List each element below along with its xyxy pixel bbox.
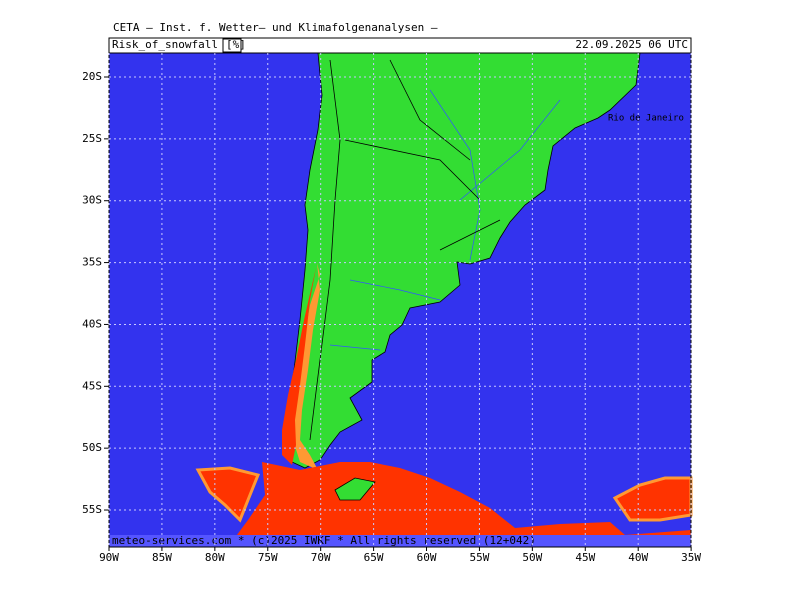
lat-tick-label: 55S (82, 503, 102, 516)
snow-risk-patch-west (195, 466, 261, 523)
snow-risk-south (228, 462, 691, 547)
green-south-tip (334, 477, 376, 501)
lon-tick-label: 60W (417, 551, 437, 564)
borders (309, 59, 501, 441)
lat-tick-label: 20S (82, 70, 102, 83)
place-label: Rio de Janeiro (608, 114, 684, 124)
field-unit: [%] (226, 38, 246, 51)
footer-band (109, 535, 691, 547)
lon-tick-label: 90W (99, 551, 119, 564)
lat-tick-label: 40S (82, 317, 102, 330)
field-name: Risk_of_snowfall (112, 38, 218, 51)
header-title: CETA – Inst. f. Wetter– und Klimafolgena… (113, 21, 438, 34)
lat-tick-label: 50S (82, 441, 102, 454)
map: meteo-services.com * (c)2025 IWKF * All … (108, 52, 693, 548)
unit-box (222, 38, 242, 53)
lat-tick-label: 45S (82, 379, 102, 392)
lon-tick-label: 40W (628, 551, 648, 564)
lon-tick-label: 50W (522, 551, 542, 564)
datetime: 22.09.2025 06 UTC (575, 38, 688, 51)
lon-tick-label: 45W (575, 551, 595, 564)
lat-tick-label: 25S (82, 132, 102, 145)
snow-risk (282, 268, 316, 465)
snow-risk-edge (292, 263, 320, 470)
lon-tick-label: 55W (470, 551, 490, 564)
rivers (329, 89, 561, 351)
lon-tick-label: 75W (258, 551, 278, 564)
lon-tick-label: 80W (205, 551, 225, 564)
footer: meteo-services.com * (c)2025 IWKF * All … (112, 534, 536, 547)
lon-tick-label: 70W (311, 551, 331, 564)
lon-tick-label: 35W (681, 551, 701, 564)
lat-tick-label: 30S (82, 194, 102, 207)
land (284, 52, 641, 469)
lat-tick-label: 35S (82, 256, 102, 269)
lon-tick-label: 85W (152, 551, 172, 564)
lon-tick-label: 65W (364, 551, 384, 564)
